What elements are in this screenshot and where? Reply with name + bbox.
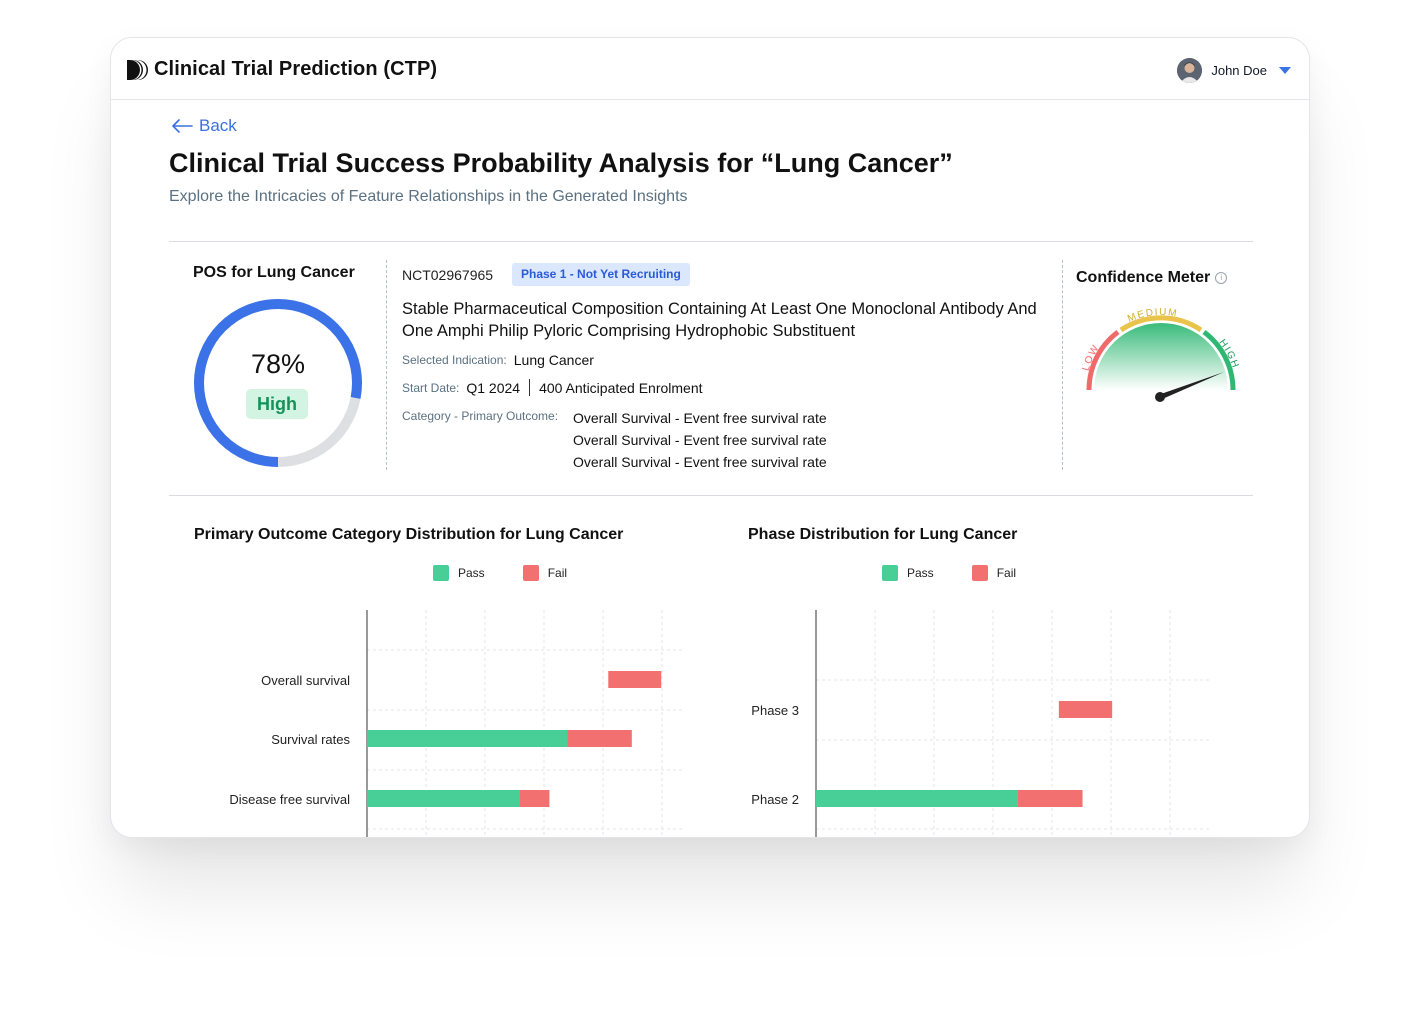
bar-fail[interactable] [608,671,662,688]
page-subtitle: Explore the Intricacies of Feature Relat… [169,188,688,205]
confidence-title-text: Confidence Meter [1076,269,1211,286]
divider [169,241,1253,242]
indication-row: Selected Indication: Lung Cancer [402,352,594,368]
chart-legend: Pass Fail [433,565,605,581]
gauge-medium-label: MEDIUM [1126,307,1177,325]
confidence-meter-title: Confidence Meter i [1076,269,1228,287]
category-label: Phase 3 [751,703,799,718]
legend-swatch [522,565,539,581]
category-label: Disease free survival [229,792,350,807]
trial-name: Stable Pharmaceutical Composition Contai… [402,300,1037,340]
confidence-gauge: LOW MEDIUM HIGH [1081,307,1239,402]
svg-text:MEDIUM: MEDIUM [1126,307,1179,325]
outcome-item: Overall Survival - Event free survival r… [573,410,827,426]
pos-title: POS for Lung Cancer [193,264,355,281]
legend-item-pass[interactable]: Pass [433,565,485,581]
back-link[interactable]: Back [171,116,237,136]
user-menu[interactable]: John Doe [1177,57,1291,83]
phase-status-badge: Phase 1 - Not Yet Recruiting [512,263,690,286]
app-window: Clinical Trial Prediction (CTP) John Doe… [110,37,1310,838]
vertical-divider [1062,260,1063,470]
legend-label: Pass [458,566,485,580]
bar-fail[interactable] [1017,790,1083,807]
gauge-needle-hub [1155,392,1165,402]
chart-title: Primary Outcome Category Distribution fo… [194,526,624,543]
separator [529,379,531,396]
legend-label: Pass [907,566,934,580]
legend-label: Fail [996,566,1017,580]
chevron-down-icon[interactable] [1279,66,1291,74]
user-name[interactable]: John Doe [1211,62,1267,78]
bar-fail[interactable] [1058,701,1113,718]
legend-swatch [971,565,988,581]
category-label: Survival rates [271,732,350,747]
app-title: Clinical Trial Prediction (CTP) [154,58,438,80]
legend-item-fail[interactable]: Fail [522,565,568,581]
pos-percent: 78% [250,349,306,379]
outcome-label-row: Category - Primary Outcome: [402,409,565,423]
phase-distribution-chart: Phase 3 Phase 2 [751,610,1211,837]
legend-swatch [433,565,449,581]
gauge-needle [1158,372,1224,400]
gauge-medium-arc [1119,315,1203,333]
arrow-left-icon [172,119,193,133]
pos-donut-chart [194,299,362,467]
ctp-logo-icon [127,60,148,80]
enrolment-value: 400 Anticipated Enrolment [539,379,703,396]
start-date-label: Start Date: [402,380,460,395]
gauge-low-arc [1086,329,1120,391]
gauge-high-arc [1202,329,1236,391]
outcome-list: Overall Survival - Event free survival r… [573,407,827,473]
back-label[interactable]: Back [199,116,237,135]
donut-progress [194,299,362,467]
avatar[interactable] [1177,57,1203,83]
vertical-divider [386,260,387,470]
legend-swatch [882,565,898,581]
outcome-item: Overall Survival - Event free survival r… [573,432,827,448]
bar-pass[interactable] [367,730,568,747]
outcome-distribution-chart: Overall survival Survival rates Disease fr… [229,610,683,837]
category-label: Overall survival [261,673,350,688]
start-date-value: Q1 2024 [466,379,521,396]
outcome-item: Overall Survival - Event free survival r… [573,454,827,470]
page-title: Clinical Trial Success Probability Analy… [169,148,953,178]
gauge-fill [1094,323,1228,390]
divider [169,495,1253,496]
category-label: Phase 2 [751,792,799,807]
bar-fail[interactable] [520,790,550,807]
trial-id: NCT02967965 [402,267,494,283]
indication-value: Lung Cancer [513,352,594,368]
info-icon[interactable]: i [1215,272,1228,284]
indication-label: Selected Indication: [402,353,507,367]
chart-legend: Pass Fail [882,565,1054,581]
start-date-row: Start Date: Q1 2024 400 Anticipated Enro… [402,379,703,396]
bar-pass[interactable] [816,790,1018,807]
pos-level-badge: High [246,389,308,419]
legend-item-fail[interactable]: Fail [971,565,1017,581]
outcome-label: Category - Primary Outcome: [402,409,559,423]
chart-title: Phase Distribution for Lung Cancer [748,526,1018,543]
legend-label: Fail [547,566,568,580]
legend-item-pass[interactable]: Pass [882,565,934,581]
top-bar: Clinical Trial Prediction (CTP) John Doe [111,38,1309,100]
bar-fail[interactable] [567,730,632,747]
bar-pass[interactable] [367,790,520,807]
